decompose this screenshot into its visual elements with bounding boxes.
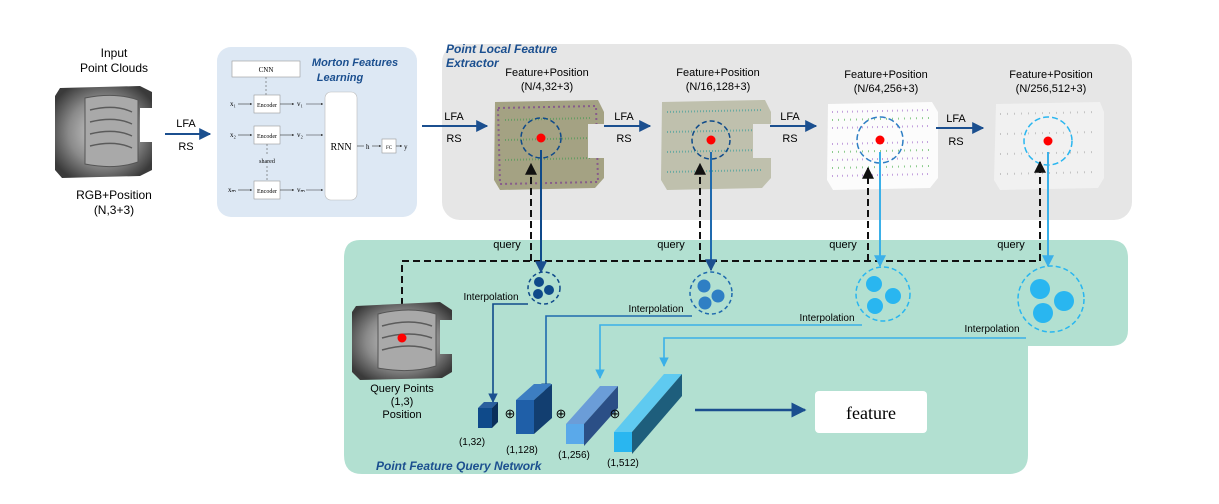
query-label-1: query <box>493 239 521 251</box>
rnn-label: RNN <box>330 142 351 153</box>
rs-label-3: RS <box>948 136 963 148</box>
lfa-label-2: LFA <box>780 111 800 123</box>
stage-1-dims: (N/4,32+3) <box>521 81 573 93</box>
lfa-label-1: LFA <box>614 111 634 123</box>
plus-1: ⊕ <box>505 406 516 421</box>
input-arrow-rs: RS <box>178 141 193 153</box>
interp-label-2: Interpolation <box>628 304 683 315</box>
encoder-row-2: x₂ Encoder v₂ <box>230 125 324 145</box>
query-network-title: Point Feature Query Network <box>376 459 543 473</box>
input-sub-2: (N,3+3) <box>94 203 134 217</box>
query-points-label-3: Position <box>382 409 421 421</box>
svg-text:Encoder: Encoder <box>257 103 277 109</box>
stage-2-label: Feature+Position <box>676 67 759 79</box>
query-points-label-1: Query Points <box>370 383 434 395</box>
fc-label: FC <box>386 146 393 151</box>
svg-text:vₘ: vₘ <box>297 186 305 194</box>
feature-output-box <box>815 391 927 433</box>
input-title: Input <box>101 46 128 60</box>
svg-text:x₂: x₂ <box>230 131 237 139</box>
stage-4-point-cloud <box>994 102 1104 190</box>
rs-label-1: RS <box>616 133 631 145</box>
interp-arrow-2 <box>541 315 692 393</box>
svg-text:xₘ: xₘ <box>228 186 236 194</box>
input-title-2: Point Clouds <box>80 61 148 75</box>
neighbor-cluster-3 <box>855 266 911 322</box>
lfa-label-0: LFA <box>444 111 464 123</box>
svg-text:x₁: x₁ <box>230 100 236 108</box>
rs-label-0: RS <box>446 133 461 145</box>
neighbor-cluster-1 <box>527 271 561 305</box>
query-label-2: query <box>657 239 685 251</box>
interp-label-1: Interpolation <box>463 292 518 303</box>
block-label-32: (1,32) <box>459 437 485 448</box>
svg-text:v₁: v₁ <box>297 100 303 108</box>
query-points-image <box>352 302 454 380</box>
stage-4-label: Feature+Position <box>1009 69 1092 81</box>
input-point-cloud-image <box>55 86 154 178</box>
plus-3: ⊕ <box>610 406 621 421</box>
cnn-label: CNN <box>259 66 274 74</box>
block-label-128: (1,128) <box>506 445 538 456</box>
neighbor-cluster-2 <box>689 271 733 315</box>
query-label-3: query <box>829 239 857 251</box>
encoder-row-m: xₘ Encoder vₘ <box>228 180 324 200</box>
extractor-title: Point Local Feature <box>446 42 558 56</box>
lfa-label-3: LFA <box>946 113 966 125</box>
interp-label-4: Interpolation <box>964 324 1019 335</box>
morton-title: Morton Features <box>312 57 398 69</box>
h-label: h <box>366 143 370 151</box>
stage-1-label: Feature+Position <box>505 67 588 79</box>
input-arrow-lfa: LFA <box>176 118 196 130</box>
svg-text:Encoder: Encoder <box>257 189 277 195</box>
stage-2-dims: (N/16,128+3) <box>686 81 751 93</box>
stage-2-point-cloud <box>661 100 773 190</box>
interp-arrow-4 <box>659 337 1026 367</box>
block-label-256: (1,256) <box>558 450 590 461</box>
plus-2: ⊕ <box>556 406 567 421</box>
neighbor-cluster-4 <box>1017 265 1085 333</box>
rs-label-2: RS <box>782 133 797 145</box>
stage-3-label: Feature+Position <box>844 69 927 81</box>
query-points-label-2: (1,3) <box>391 396 414 408</box>
block-label-512: (1,512) <box>607 458 639 469</box>
shared-label: shared <box>259 159 275 165</box>
stage-4-dims: (N/256,512+3) <box>1016 83 1087 95</box>
feature-block-128 <box>516 384 552 434</box>
feature-output-label: feature <box>846 403 896 423</box>
svg-text:v₂: v₂ <box>297 131 304 139</box>
feature-block-32 <box>478 402 498 428</box>
stage-3-dims: (N/64,256+3) <box>854 83 919 95</box>
stage-3-point-cloud <box>827 102 938 190</box>
encoder-row-1: x₁ Encoder v₁ <box>230 94 324 114</box>
interp-arrow-1 <box>488 303 528 403</box>
extractor-panel <box>442 44 1132 220</box>
feature-block-256 <box>566 386 618 446</box>
extractor-title-2: Extractor <box>446 56 500 70</box>
svg-text:Encoder: Encoder <box>257 134 277 140</box>
stage-1-point-cloud <box>494 100 606 190</box>
query-label-4: query <box>997 239 1025 251</box>
interp-label-3: Interpolation <box>799 313 854 324</box>
interp-arrow-3 <box>595 324 862 379</box>
y-label: y <box>404 143 408 151</box>
input-sub-1: RGB+Position <box>76 188 152 202</box>
morton-title-2: Learning <box>317 72 364 84</box>
feature-block-512 <box>614 374 682 454</box>
